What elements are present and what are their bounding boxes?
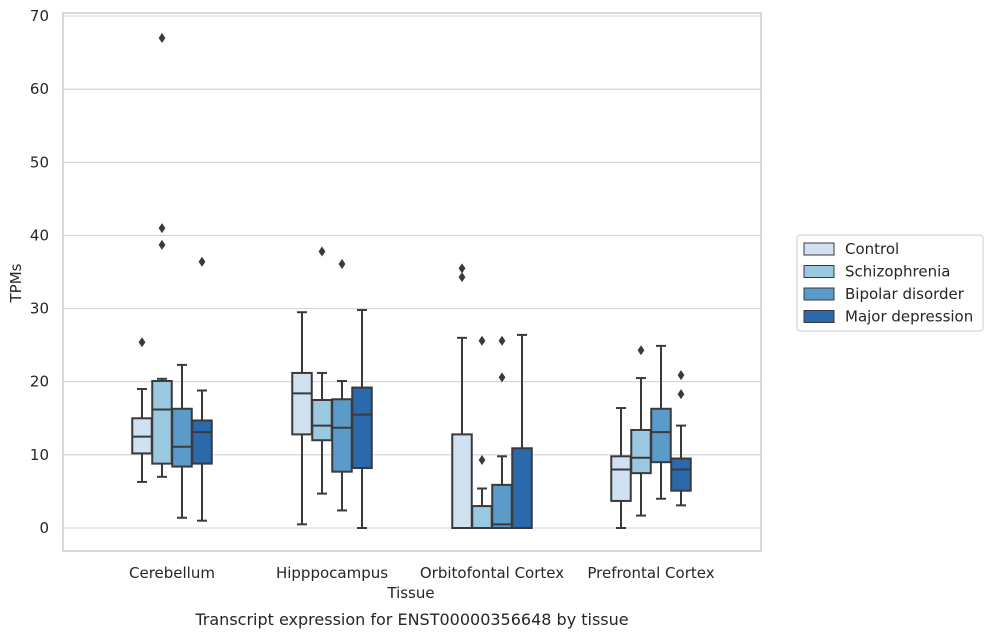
box-iqr xyxy=(351,386,373,470)
box-iqr xyxy=(650,407,672,464)
box-iqr xyxy=(491,483,513,529)
outlier-point xyxy=(458,272,466,283)
box-iqr xyxy=(451,433,473,529)
legend-swatch xyxy=(803,310,835,323)
plot-border xyxy=(62,12,762,552)
y-tick-labels: 0 10 20 30 40 50 60 70 xyxy=(30,7,49,537)
outlier-point xyxy=(677,370,685,381)
legend-swatch xyxy=(803,265,835,278)
box-iqr xyxy=(331,398,353,473)
box-group xyxy=(291,311,313,526)
outlier-point xyxy=(198,256,206,267)
plot-frame xyxy=(62,12,762,552)
y-tick-label: 0 xyxy=(39,519,49,537)
legend-label: Schizophrenia xyxy=(845,263,950,281)
legend-swatch xyxy=(803,242,835,256)
x-tick-label: Orbitofontal Cortex xyxy=(420,564,564,582)
legend-label: Major depression xyxy=(845,308,973,326)
x-tick-label: Prefrontal Cortex xyxy=(587,564,714,582)
box-group xyxy=(191,256,213,522)
box-group xyxy=(151,32,173,478)
x-tick-label: Hipppocampus xyxy=(276,564,388,582)
box-group xyxy=(650,344,672,500)
y-tick-label: 50 xyxy=(30,153,49,171)
outlier-point xyxy=(637,345,645,356)
box-group xyxy=(491,335,513,529)
y-tick-label: 40 xyxy=(30,226,49,244)
outlier-point xyxy=(478,335,486,346)
y-tick-label: 60 xyxy=(30,80,49,98)
x-axis-label: Tissue xyxy=(386,584,434,602)
outlier-point xyxy=(158,239,166,250)
boxes xyxy=(131,32,692,530)
box-group xyxy=(471,335,493,529)
box-iqr xyxy=(171,407,193,468)
y-axis-label: TPMs xyxy=(7,263,25,303)
box-iqr xyxy=(610,455,632,502)
outlier-point xyxy=(158,223,166,234)
box-iqr xyxy=(311,399,333,442)
box-group xyxy=(610,407,632,529)
legend-label: Control xyxy=(845,240,899,258)
x-tick-labels: Cerebellum Hipppocampus Orbitofontal Corte… xyxy=(129,564,715,582)
box-group xyxy=(331,258,353,512)
box-group xyxy=(311,246,333,495)
box-iqr xyxy=(630,428,652,475)
x-tick-label: Cerebellum xyxy=(129,564,215,582)
box-group xyxy=(131,337,153,483)
outlier-point xyxy=(458,263,466,274)
y-tick-label: 30 xyxy=(30,300,49,318)
box-iqr xyxy=(151,379,173,465)
outlier-point xyxy=(138,337,146,348)
outlier-point xyxy=(318,246,326,257)
y-tick-label: 10 xyxy=(30,446,49,464)
outlier-point xyxy=(158,32,166,43)
box-group xyxy=(451,263,473,529)
outlier-point xyxy=(677,389,685,400)
legend-swatch xyxy=(803,287,835,301)
outlier-point xyxy=(498,372,506,383)
box-iqr xyxy=(471,505,493,529)
box-iqr xyxy=(191,419,213,465)
y-tick-label: 70 xyxy=(30,7,49,25)
outlier-point xyxy=(478,454,486,465)
box-group xyxy=(351,309,373,529)
box-group xyxy=(511,333,533,530)
box-group xyxy=(630,345,652,517)
box-iqr xyxy=(511,447,533,530)
box-iqr xyxy=(291,371,313,436)
chart-caption: Transcript expression for ENST0000035664… xyxy=(194,610,628,629)
legend-label: Bipolar disorder xyxy=(845,285,965,303)
outlier-point xyxy=(498,335,506,346)
y-tick-label: 20 xyxy=(30,373,49,391)
outlier-point xyxy=(338,258,346,269)
legend: Control Schizophrenia Bipolar disorder Majo… xyxy=(796,234,984,332)
box-iqr xyxy=(670,457,692,492)
box-group xyxy=(670,370,692,507)
box-group xyxy=(171,363,193,519)
legend-frame xyxy=(796,234,984,332)
